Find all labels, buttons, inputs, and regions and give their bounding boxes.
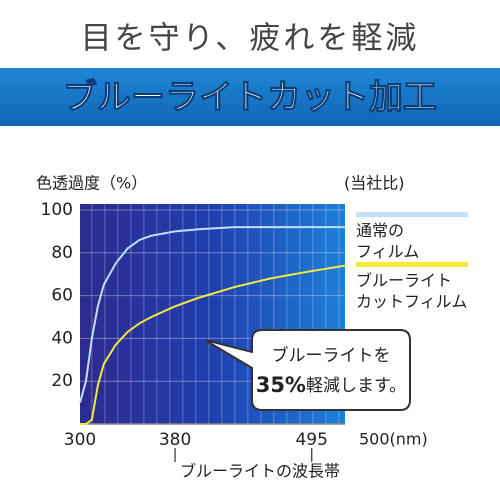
y-tick-label: 20 [51, 371, 73, 391]
x-tick-label: 495 [295, 430, 327, 450]
y-tick-label: 100 [41, 200, 73, 220]
callout-rest: 軽減します。 [306, 376, 406, 396]
x-label: ブルーライトの波長帯 [180, 462, 340, 481]
callout-highlight: 35% [256, 373, 306, 397]
title: 目を守り、疲れを軽減 [81, 21, 420, 57]
callout-line2: 35%軽減します。 [256, 373, 407, 397]
banner: ブルーライトカット加工 [63, 78, 437, 118]
note: (当社比) [344, 174, 405, 193]
x-tick-label: 500(nm) [359, 430, 428, 449]
legend-swatch [356, 212, 468, 217]
x-tick-label: 300 [64, 430, 96, 450]
legend-label: ブルーライト カットフィルム [356, 271, 468, 311]
x-tick-label: 380 [159, 430, 191, 450]
y-tick-label: 40 [51, 328, 73, 348]
legend-swatch [356, 262, 468, 267]
banner-bg [0, 68, 500, 126]
y-tick-label: 80 [51, 243, 73, 263]
callout: ブルーライトを 35%軽減します。 [204, 329, 411, 411]
legend-label: 通常の フィルム [356, 221, 420, 261]
y-label: 色透過度（%） [36, 174, 147, 193]
callout-line1: ブルーライトを [272, 345, 391, 366]
series-line [80, 264, 346, 425]
series-line [79, 226, 345, 403]
y-tick-label: 60 [51, 286, 73, 306]
